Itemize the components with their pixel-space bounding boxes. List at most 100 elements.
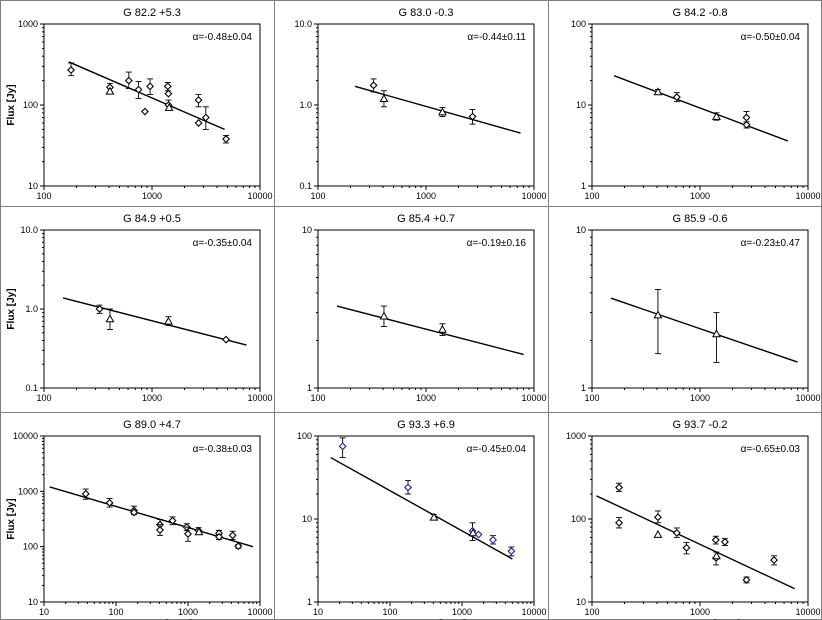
data-point-triangle <box>653 310 663 319</box>
y-tick-label: 1 <box>307 597 312 607</box>
spectral-index-label: α=-0.38±0.03 <box>193 444 253 455</box>
data-point-diamond <box>770 556 779 565</box>
x-tick-label: 10000 <box>795 607 820 617</box>
y-tick-label: 100 <box>297 431 312 441</box>
data-point-diamond <box>228 531 237 540</box>
x-tick-label: 1000 <box>690 393 710 403</box>
y-tick-label: 10 <box>576 100 586 110</box>
data-point-diamond <box>234 542 243 551</box>
chart-title: G 83.0 -0.3 <box>398 7 453 19</box>
x-tick-label: 10 <box>39 607 49 617</box>
fit-line <box>613 75 789 142</box>
chart-panel: G 85.9 -0.6 100 1000 10000 1 10 α=-0.23±0.47 <box>576 213 821 403</box>
data-point-diamond <box>163 82 172 91</box>
y-tick-label: 1.0 <box>299 100 312 110</box>
data-point-diamond <box>615 483 624 492</box>
x-tick-label: 1000 <box>416 191 436 201</box>
data-point-diamond <box>155 526 164 534</box>
data-point-diamond <box>672 93 681 102</box>
plot-area <box>43 229 261 389</box>
chart-panel: G 93.3 +6.910100100010000110100Frequency… <box>297 419 547 620</box>
x-tick-label: 100 <box>36 393 51 403</box>
y-axis-label: Flux [Jy] <box>6 288 17 329</box>
data-point-triangle <box>437 107 447 116</box>
data-point-triangle <box>468 528 478 537</box>
data-point-diamond <box>720 537 729 546</box>
plot-area <box>43 23 261 187</box>
data-point-diamond <box>105 498 114 507</box>
data-point-diamond <box>682 543 691 552</box>
data-point-diamond <box>194 118 203 127</box>
x-tick-label: 1000 <box>452 607 472 617</box>
spectral-index-label: α=-0.35±0.04 <box>193 238 253 249</box>
x-tick-label: 1000 <box>142 393 162 403</box>
data-point-triangle <box>164 102 174 111</box>
y-tick-label: 1 <box>307 383 312 393</box>
data-point-triangle <box>105 314 115 323</box>
chart-title: G 82.2 +5.3 <box>123 7 181 19</box>
data-point-triangle <box>379 311 389 320</box>
x-tick-label: 100 <box>382 607 397 617</box>
fit-line <box>49 486 254 548</box>
x-tick-label: 10000 <box>247 191 272 201</box>
x-tick-label: 1000 <box>416 393 436 403</box>
data-point-triangle <box>711 329 721 338</box>
data-point-diamond <box>222 135 231 144</box>
data-point-diamond <box>369 81 378 90</box>
data-point-triangle <box>711 551 721 560</box>
data-point-triangle <box>163 316 173 325</box>
data-point-diamond <box>672 528 681 537</box>
data-point-diamond <box>194 96 203 105</box>
chart-title: G 85.4 +0.7 <box>397 213 455 225</box>
data-point-diamond <box>81 489 90 498</box>
plot-area <box>317 23 535 187</box>
data-point-diamond <box>711 535 720 544</box>
y-tick-label: 0.1 <box>299 181 312 191</box>
y-tick-label: 100 <box>23 542 38 552</box>
y-tick-label: 100 <box>571 514 586 524</box>
y-tick-label: 100 <box>571 19 586 29</box>
x-tick-label: 10000 <box>247 393 272 403</box>
chart-title: G 85.9 -0.6 <box>672 213 727 225</box>
spectral-index-label: α=-0.19±0.16 <box>467 238 527 249</box>
y-tick-label: 10.0 <box>20 225 38 235</box>
x-tick-label: 1000 <box>142 191 162 201</box>
x-tick-label: 10 <box>313 607 323 617</box>
y-tick-label: 0.1 <box>25 383 38 393</box>
data-point-diamond <box>67 66 76 75</box>
data-point-diamond <box>468 112 477 121</box>
chart-title: G 89.0 +4.7 <box>123 419 181 431</box>
data-point-diamond <box>95 305 104 313</box>
y-tick-label: 10.0 <box>294 19 312 29</box>
data-point-triangle <box>653 87 663 96</box>
x-tick-label: 1000 <box>690 607 710 617</box>
x-tick-label: 100 <box>584 607 599 617</box>
y-tick-label: 1 <box>581 383 586 393</box>
data-point-diamond <box>201 113 210 122</box>
data-point-diamond <box>489 535 497 544</box>
data-point-diamond <box>742 113 751 122</box>
plot-area <box>43 435 261 603</box>
y-axis-label: Flux [Jy] <box>6 498 17 539</box>
data-point-diamond <box>168 516 177 525</box>
data-point-diamond <box>164 89 173 98</box>
data-point-diamond <box>134 85 143 94</box>
y-tick-label: 100 <box>23 100 38 110</box>
data-point-diamond <box>140 107 149 116</box>
fit-line <box>354 85 521 134</box>
chart-title: G 93.3 +6.9 <box>397 419 455 431</box>
x-tick-label: 10000 <box>521 393 546 403</box>
x-tick-label: 10000 <box>795 191 820 201</box>
spectral-index-label: α=-0.23±0.47 <box>741 238 801 249</box>
spectral-index-label: α=-0.45±0.04 <box>467 444 527 455</box>
chart-panel: G 84.2 -0.8 100 1000 10000 1 10 100 α=-0.50±0.0… <box>571 7 821 201</box>
data-point-triangle <box>653 529 663 538</box>
data-point-triangle <box>429 512 439 521</box>
x-tick-label: 10000 <box>521 607 546 617</box>
data-point-triangle <box>711 111 721 120</box>
chart-panel: G 83.0 -0.3 100 1000 10000 0.1 1.0 10.0 α=-0.44… <box>294 7 546 201</box>
fit-line <box>336 305 524 356</box>
plot-area <box>591 23 809 187</box>
